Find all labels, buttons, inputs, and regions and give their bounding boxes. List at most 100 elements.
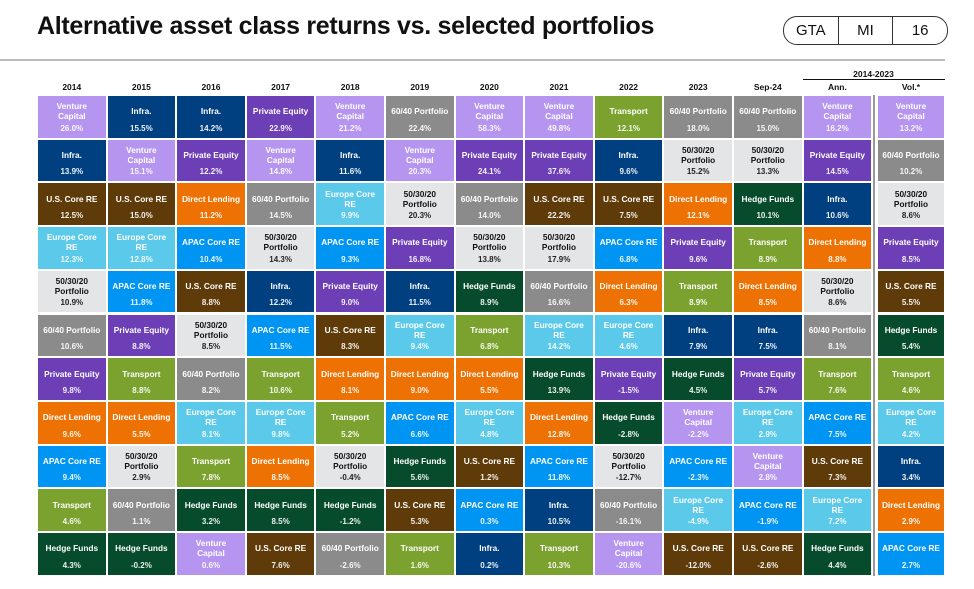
cell-asset-label: 50/30/20 Portfolio [893,188,929,209]
cell-return-value: 5.4% [901,342,921,352]
cell-asset-label: Infra. [548,499,570,510]
quilt-cell: 50/30/20 Portfolio 13.3% [733,138,803,183]
cell-asset-label: Transport [818,368,857,379]
title-divider [0,59,945,61]
quilt-cell: Direct Lending 5.5% [106,400,177,445]
cell-asset-label: Transport [400,543,439,554]
quilt-cell: Private Equity -1.5% [593,357,664,401]
cell-asset-label: 50/30/20 Portfolio [54,276,89,297]
cell-return-value: 9.0% [341,298,360,308]
cell-return-value: 17.9% [547,254,571,264]
column-header: Sep-24 [753,82,782,92]
quilt-cell: Hedge Funds 4.5% [663,357,733,401]
cell-return-value: 14.3% [269,254,292,264]
cell-return-value: 5.7% [758,385,777,395]
quilt-cell: Transport 7.8% [176,444,246,489]
quilt-cell: Venture Capital 26.0% [37,95,107,139]
cell-return-value: 6.3% [619,298,638,308]
cell-return-value: 1.1% [132,516,151,526]
quilt-cell: APAC Core RE 9.4% [37,444,107,489]
column-header: 2020 [479,82,499,92]
column-header: 2019 [410,82,430,92]
cell-return-value: 7.6% [271,560,290,570]
column-header: 2015 [131,82,151,92]
cell-return-value: 5.5% [901,298,921,308]
cell-return-value: 4.2% [901,429,921,439]
cell-asset-label: 60/40 Portfolio [391,106,449,117]
cell-asset-label: Infra. [479,543,500,554]
cell-asset-label: Private Equity [113,324,170,335]
cell-return-value: 2.9% [901,516,921,526]
quilt-cell: 60/40 Portfolio 22.4% [385,95,455,139]
cell-return-value: 16.2% [826,123,849,133]
cell-asset-label: Direct Lending [460,368,519,379]
quilt-cell: Venture Capital 15.1% [106,138,177,183]
quilt-cell: Hedge Funds 8.9% [454,269,525,314]
cell-asset-label: Transport [609,106,648,117]
quilt-cell: Direct Lending 8.5% [733,269,803,314]
cell-return-value: 14.2% [547,342,571,352]
cell-return-value: 49.8% [547,123,571,133]
column-header: 2023 [688,82,708,92]
quilt-cell: Infra. 14.2% [176,95,246,139]
cell-return-value: 8.6% [828,298,847,308]
cell-return-value: 4.6% [901,385,921,395]
quilt-cell: Hedge Funds 3.2% [176,488,246,532]
column-header: 2021 [549,82,569,92]
cell-asset-label: U.S. Core RE [115,193,167,204]
quilt-cell: Venture Capital 14.8% [245,138,316,183]
quilt-cell: Hedge Funds -2.8% [593,400,664,445]
quilt-cell: APAC Core RE 9.3% [315,226,385,270]
cell-asset-label: 60/40 Portfolio [112,499,170,510]
cell-asset-label: APAC Core RE [251,324,310,335]
cell-asset-label: Venture Capital [682,407,714,428]
quilt-cell: Direct Lending 11.2% [176,182,246,227]
cell-asset-label: APAC Core RE [882,543,940,554]
cell-asset-label: 60/40 Portfolio [182,368,240,379]
cell-return-value: 14.8% [269,167,292,177]
cell-return-value: 5.3% [410,516,429,526]
cell-return-value: 11.8% [130,298,153,308]
cell-asset-label: Hedge Funds [254,499,307,510]
cell-return-value: -0.4% [339,473,361,483]
column-header: 2016 [201,82,221,92]
quilt-cell: Infra. 3.4% [877,444,945,489]
quilt-cell: U.S. Core RE 12.5% [37,182,107,227]
quilt-cell: Infra. 0.2% [454,532,525,576]
cell-asset-label: Hedge Funds [532,368,586,379]
cell-asset-label: 50/30/20 Portfolio [263,232,298,253]
cell-asset-label: Transport [122,368,161,379]
cell-asset-label: Private Equity [670,237,726,248]
quilt-cell: Transport 1.6% [385,532,455,576]
cell-return-value: 21.2% [338,123,362,133]
quilt-cell: APAC Core RE -2.3% [663,444,733,489]
cell-return-value: 5.6% [410,473,429,483]
cell-return-value: 20.3% [408,211,432,221]
cell-asset-label: Direct Lending [321,368,380,379]
quilt-cell: Venture Capital 13.2% [877,95,945,139]
cell-return-value: 15.5% [130,123,153,133]
cell-asset-label: 50/30/20 Portfolio [611,450,646,471]
cell-return-value: 37.6% [547,167,571,177]
quilt-cell: U.S. Core RE -2.6% [733,532,803,576]
cell-asset-label: 60/40 Portfolio [321,543,379,554]
quilt-cell: 50/30/20 Portfolio 8.6% [802,269,873,314]
cell-asset-label: Infra. [688,324,709,335]
cell-asset-label: 60/40 Portfolio [600,499,658,510]
column-header: Ann. [827,82,847,92]
quilt-cell: Direct Lending 8.8% [802,226,873,270]
cell-return-value: 8.9% [758,254,777,264]
cell-asset-label: Direct Lending [390,368,449,379]
quilt-cell: Private Equity 8.8% [106,313,177,358]
cell-asset-label: APAC Core RE [42,455,101,466]
cell-asset-label: Europe Core RE [603,319,654,340]
cell-return-value: 15.0% [130,211,153,221]
quilt-cell: 60/40 Portfolio 14.0% [454,182,525,227]
page-title: Alternative asset class returns vs. sele… [37,12,655,40]
quilt-cell: Private Equity 9.8% [37,357,107,401]
cell-asset-label: Direct Lending [738,281,797,292]
cell-return-value: 1.2% [480,473,499,483]
quilt-cell: Hedge Funds -0.2% [106,532,177,576]
cell-asset-label: U.S. Core RE [885,281,937,292]
quilt-cell: APAC Core RE -1.9% [733,488,803,532]
